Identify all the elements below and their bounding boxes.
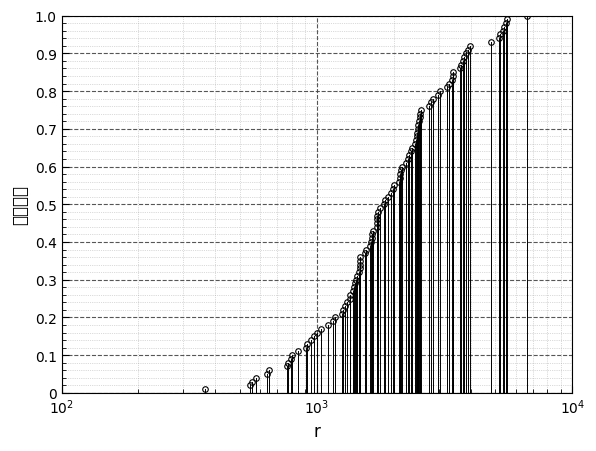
X-axis label: r: r bbox=[313, 422, 320, 440]
Y-axis label: 分布函数: 分布函数 bbox=[11, 185, 29, 225]
